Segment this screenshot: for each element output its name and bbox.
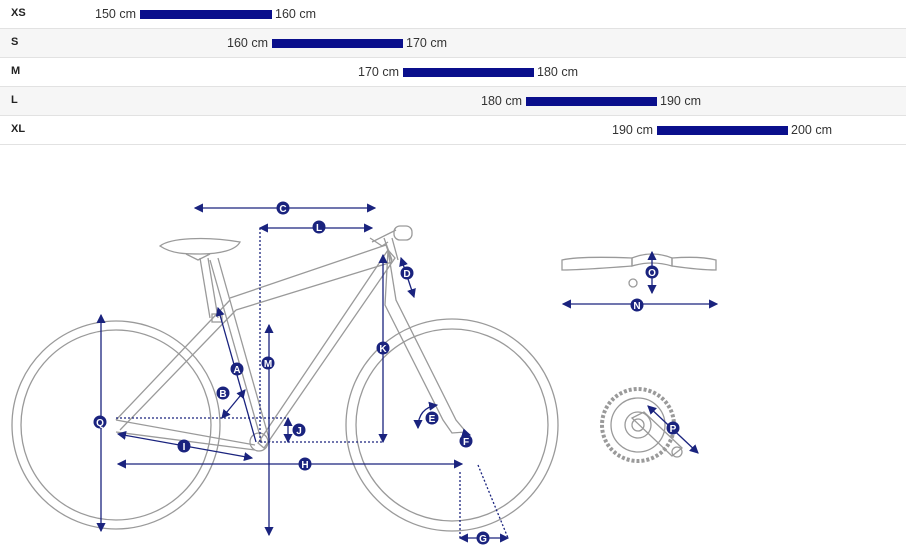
marker-i: I	[177, 439, 191, 453]
svg-text:C: C	[279, 204, 286, 215]
range-bar	[403, 68, 534, 77]
range-max: 190 cm	[660, 94, 701, 108]
range-bar	[140, 10, 272, 19]
marker-n: N	[630, 298, 644, 312]
svg-text:Q: Q	[96, 418, 104, 429]
dimension-markers: A B C D E F G H I J K L M N O P Q	[93, 201, 680, 545]
range-max: 170 cm	[406, 36, 447, 50]
cockpit	[369, 225, 413, 247]
marker-g: G	[476, 531, 490, 545]
front-wheel	[345, 318, 559, 532]
size-label: M	[11, 65, 21, 77]
marker-m: M	[261, 356, 275, 370]
svg-text:A: A	[233, 365, 240, 376]
handlebar-detail	[561, 250, 719, 309]
marker-p: P	[666, 421, 680, 435]
svg-text:F: F	[463, 437, 469, 448]
svg-text:L: L	[316, 223, 322, 234]
marker-b: B	[216, 386, 230, 400]
svg-text:O: O	[648, 268, 656, 279]
size-chart: XS 150 cm 160 cm S 160 cm 170 cm M 170 c…	[0, 0, 906, 145]
range-min: 170 cm	[358, 65, 399, 79]
size-row-s: S 160 cm 170 cm	[0, 29, 906, 58]
marker-o: O	[645, 265, 659, 279]
svg-text:P: P	[670, 424, 677, 435]
bike-outline	[11, 225, 559, 532]
seatpost-saddle	[158, 237, 241, 323]
range-max: 180 cm	[537, 65, 578, 79]
marker-h: H	[298, 457, 312, 471]
marker-d: D	[400, 266, 414, 280]
range-bar	[657, 126, 788, 135]
svg-text:G: G	[479, 534, 487, 545]
crankset-detail	[600, 387, 699, 463]
range-min: 160 cm	[227, 36, 268, 50]
marker-q: Q	[93, 415, 107, 429]
range-min: 180 cm	[481, 94, 522, 108]
svg-text:N: N	[633, 301, 640, 312]
range-max: 160 cm	[275, 7, 316, 21]
range-max: 200 cm	[791, 123, 832, 137]
marker-c: C	[276, 201, 290, 215]
svg-text:D: D	[403, 269, 410, 280]
size-label: XS	[11, 7, 26, 19]
marker-k: K	[376, 341, 390, 355]
range-bar	[526, 97, 657, 106]
size-row-l: L 180 cm 190 cm	[0, 87, 906, 116]
svg-text:K: K	[379, 344, 387, 355]
size-row-m: M 170 cm 180 cm	[0, 58, 906, 87]
svg-text:H: H	[301, 460, 308, 471]
bike-geometry-diagram: A B C D E F G H I J K L M N O P Q	[11, 201, 719, 545]
marker-e: E	[425, 411, 439, 425]
svg-text:B: B	[219, 389, 226, 400]
size-label: XL	[11, 123, 26, 135]
svg-text:J: J	[296, 426, 302, 437]
svg-text:I: I	[183, 442, 186, 453]
size-label: S	[11, 36, 19, 48]
size-row-xs: XS 150 cm 160 cm	[0, 0, 906, 29]
range-bar	[272, 39, 403, 48]
marker-j: J	[292, 423, 306, 437]
marker-a: A	[230, 362, 244, 376]
svg-text:E: E	[429, 414, 436, 425]
marker-l: L	[312, 220, 326, 234]
rear-wheel	[11, 320, 221, 530]
frame	[115, 237, 468, 452]
range-min: 190 cm	[612, 123, 653, 137]
svg-text:M: M	[264, 359, 272, 370]
range-min: 150 cm	[95, 7, 136, 21]
marker-f: F	[459, 434, 473, 448]
size-row-xl: XL 190 cm 200 cm	[0, 116, 906, 145]
size-label: L	[11, 94, 18, 106]
